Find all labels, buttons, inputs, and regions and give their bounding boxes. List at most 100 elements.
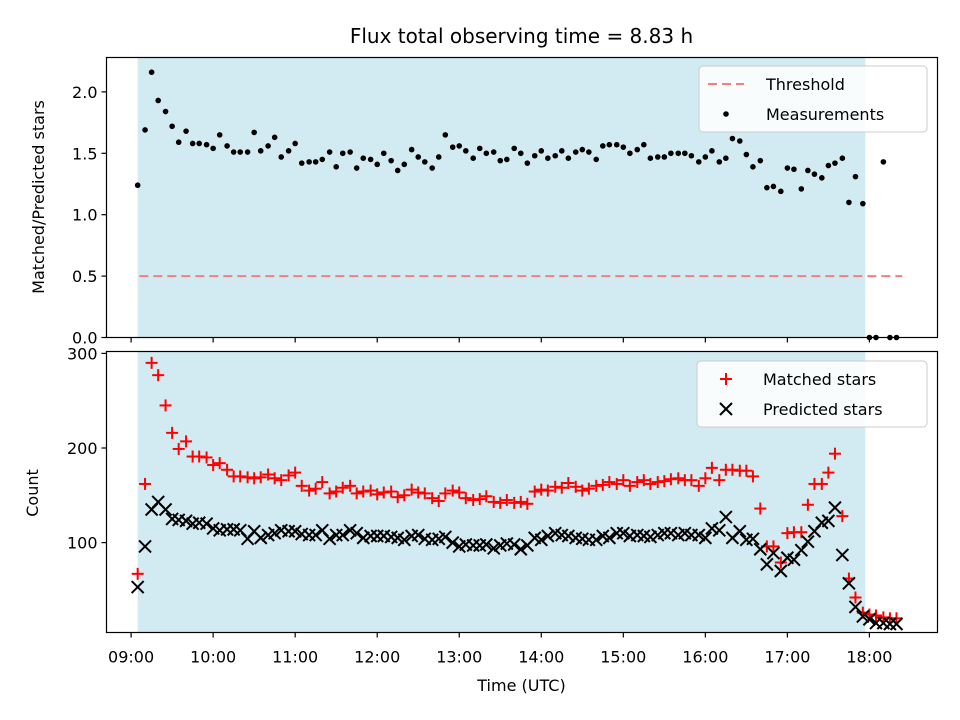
bottom-y-tick-label: 200	[67, 439, 98, 458]
matched-star-point	[336, 481, 349, 494]
measurement-point	[627, 150, 633, 157]
bottom-panel: 100 200 300 09:00 10:00 11:00 12:00 13:00 14:00…	[23, 344, 939, 695]
measurement-point	[558, 148, 565, 154]
predicted-star-point	[602, 531, 617, 545]
top-legend-box	[698, 65, 928, 133]
bottom-x-tick-label: 13:00	[436, 648, 482, 667]
measurement-point	[579, 146, 586, 153]
predicted-star-point	[370, 529, 384, 543]
matched-star-point	[672, 472, 685, 485]
top-y-ticks: 0.0 0.5 1.0 1.5 2.0	[72, 83, 107, 348]
measurement-point	[620, 144, 627, 150]
matched-star-point	[795, 526, 808, 539]
measurement-point	[449, 144, 456, 150]
measurement-point	[634, 146, 641, 153]
matched-star-point	[426, 492, 439, 505]
matched-star-point	[699, 472, 712, 485]
measurement-point	[593, 156, 600, 163]
chart-title: Flux total observing time = 8.83 h	[350, 24, 693, 48]
top-axes-frame	[105, 56, 939, 339]
measurement-point	[600, 143, 606, 149]
predicted-star-point	[308, 528, 323, 542]
matched-star-point	[439, 487, 452, 500]
measurement-point	[504, 156, 510, 163]
predicted-legend-label: Predicted stars	[763, 400, 883, 419]
top-y-tick-label: 1.5	[72, 144, 97, 163]
matched-star-point	[494, 496, 507, 509]
measurement-point	[155, 97, 161, 104]
matched-star-point	[207, 459, 220, 472]
matched-star-point	[446, 484, 459, 497]
predicted-star-point	[514, 542, 528, 556]
measurement-point	[380, 150, 387, 157]
matched-star-point	[309, 482, 322, 495]
measurement-point	[490, 149, 497, 155]
matched-star-point	[610, 477, 623, 490]
predicted-star-point	[589, 533, 603, 547]
measurement-point	[367, 156, 374, 163]
predicted-star-point	[254, 531, 268, 545]
top-y-tick-label: 0.0	[72, 329, 97, 348]
measurement-point	[695, 159, 702, 165]
measurement-point	[285, 148, 292, 154]
measurement-point	[531, 152, 538, 159]
matched-star-point	[289, 466, 302, 479]
measurement-point	[682, 150, 688, 157]
matched-star-point	[145, 356, 158, 369]
predicted-star-point	[698, 531, 713, 545]
measurement-point	[811, 171, 818, 177]
measurement-point	[347, 149, 353, 155]
predicted-star-point	[411, 528, 425, 542]
measurement-point	[839, 155, 846, 162]
matched-star-point	[631, 476, 644, 489]
measurement-point	[470, 155, 476, 162]
matched-star-point	[282, 469, 295, 482]
predicted-star-point	[719, 510, 733, 524]
measurement-point	[319, 156, 326, 163]
predicted-star-point	[349, 526, 364, 540]
measurement-point	[497, 157, 504, 164]
bottom-x-tick-label: 15:00	[600, 648, 646, 667]
predicted-legend-swatch	[719, 402, 733, 416]
matched-star-point	[432, 494, 445, 507]
matched-star-point	[480, 490, 493, 503]
matched-star-point	[500, 494, 513, 507]
matched-star-point	[323, 487, 336, 500]
matched-star-point	[459, 492, 472, 505]
matched-star-point	[637, 474, 650, 487]
predicted-star-point	[534, 533, 548, 547]
measurement-point	[463, 148, 469, 154]
measurement-point	[668, 150, 674, 157]
measurement-point	[572, 149, 579, 155]
matched-star-point	[418, 487, 431, 500]
measurement-point	[832, 160, 838, 166]
matched-star-point	[344, 479, 357, 492]
predicted-star-point	[712, 523, 726, 538]
measurement-point	[401, 161, 408, 168]
measurement-point	[421, 159, 428, 165]
measurement-point	[757, 157, 764, 164]
matched-star-point	[453, 486, 466, 499]
predicted-star-point	[479, 537, 494, 552]
measurement-point	[819, 175, 825, 181]
measurement-point	[278, 154, 285, 160]
matched-star-point	[774, 556, 787, 569]
matched-star-point	[398, 489, 411, 502]
top-y-tick-label: 2.0	[72, 83, 97, 102]
matched-star-point	[391, 491, 404, 504]
measurement-point	[162, 108, 169, 115]
measurement-point	[846, 199, 852, 206]
measurement-point	[271, 134, 278, 141]
bottom-x-tick-label: 14:00	[518, 648, 564, 667]
measurement-point	[476, 145, 483, 152]
matched-star-point	[131, 567, 144, 580]
matched-star-point	[139, 477, 152, 490]
measurement-point	[142, 127, 148, 133]
predicted-star-point	[774, 564, 788, 578]
measurement-point	[189, 140, 196, 147]
predicted-stars-points	[130, 495, 904, 631]
predicted-star-point	[801, 534, 815, 549]
predicted-star-point	[889, 617, 904, 631]
predicted-star-point	[828, 500, 842, 515]
measurement-point	[729, 135, 736, 142]
